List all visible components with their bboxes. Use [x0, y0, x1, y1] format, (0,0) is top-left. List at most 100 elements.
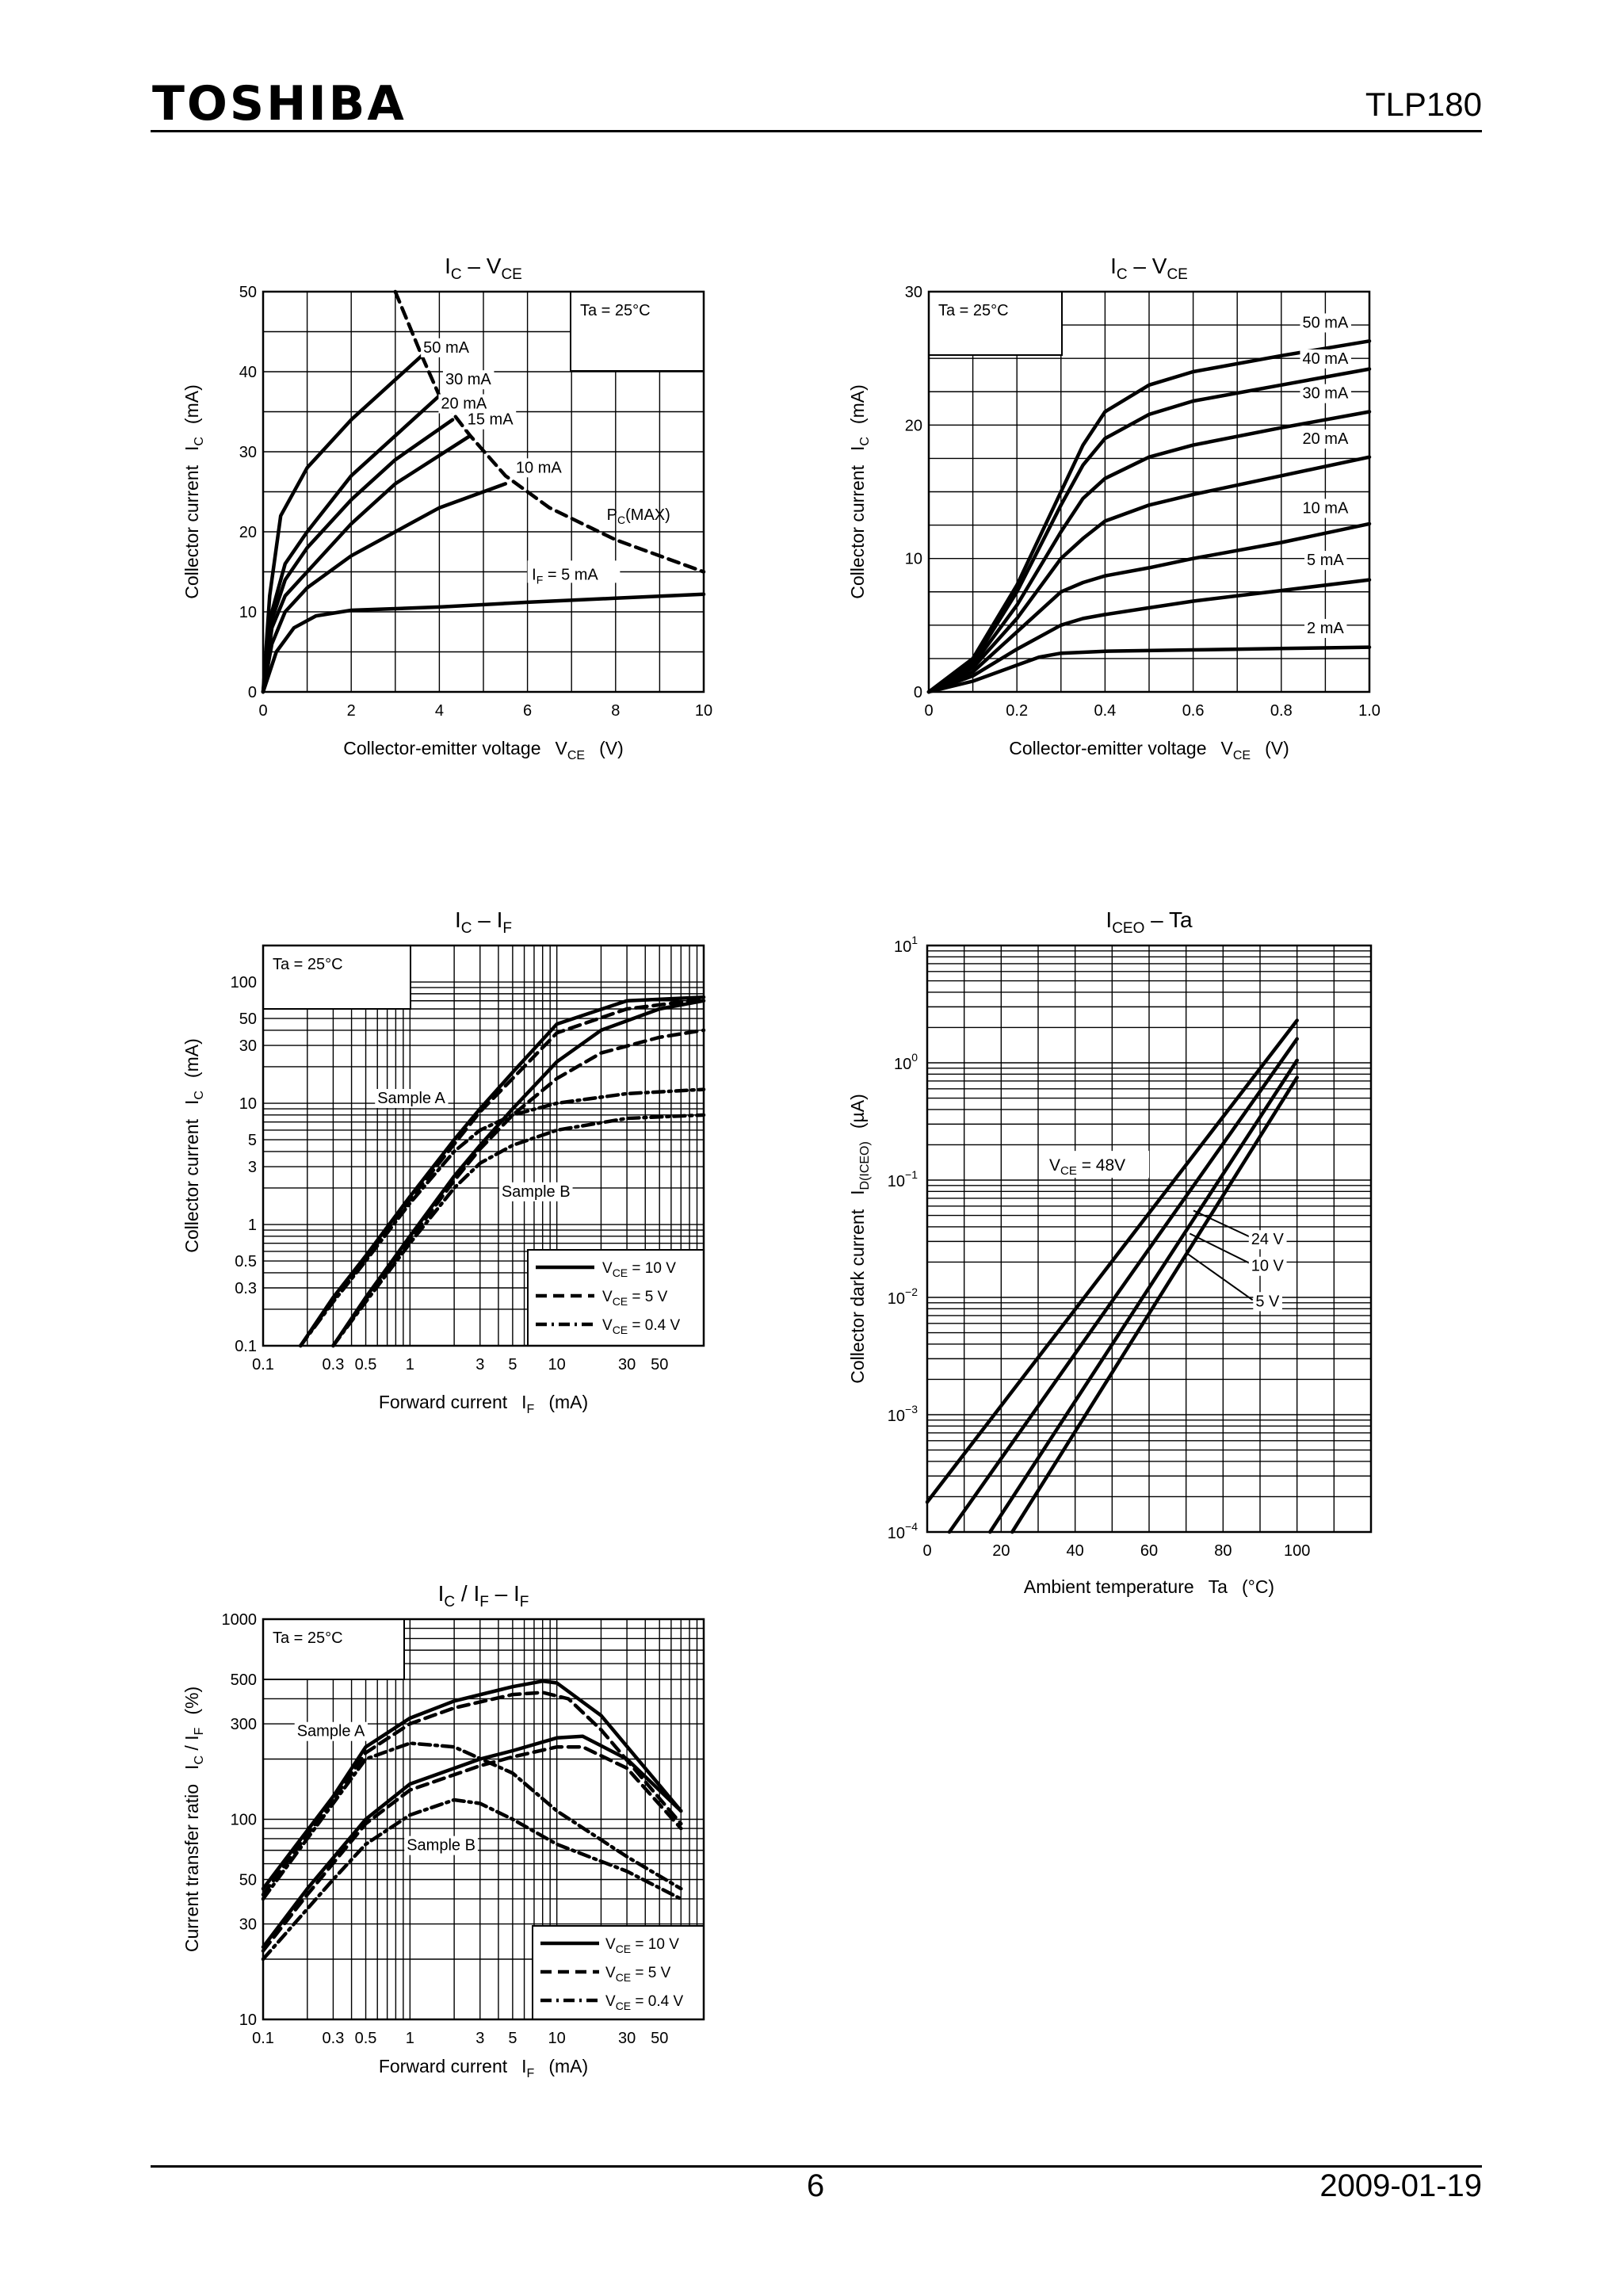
- y-tick-label: 0: [248, 684, 257, 701]
- legend-symbol: V: [605, 1936, 616, 1953]
- legend-symbol: V: [605, 1993, 616, 2010]
- chart-title: ICEO – Ta: [1106, 907, 1193, 937]
- plot-frame: [262, 944, 705, 1347]
- voltage-label: 10 V: [1251, 1258, 1285, 1275]
- series-label: 10 mA: [1302, 499, 1348, 517]
- series-group: [261, 1679, 683, 1962]
- y-tick-label: 30: [239, 1037, 257, 1055]
- x-tick-label: 5: [508, 2030, 517, 2047]
- document-date: 2009-01-19: [1319, 2168, 1482, 2203]
- condition-label: Ta = 25°C: [273, 956, 343, 973]
- data-series-line: [261, 1734, 683, 1949]
- x-tick-label: 0.2: [1006, 702, 1028, 720]
- title-separator: – I: [472, 907, 502, 932]
- y-axis-symbol: I: [181, 1765, 202, 1770]
- y-tick-label: 10−3: [888, 1403, 918, 1425]
- y-tick-label: 50: [239, 1010, 257, 1028]
- x-axis-label-text: Forward current: [379, 2056, 508, 2076]
- chart-title: IC / IF – IF: [438, 1581, 529, 1610]
- y-tick-label: 10: [239, 2011, 257, 2029]
- y-axis-label: Collector current IC (mA): [181, 384, 206, 599]
- y-tick-label: 100: [231, 1812, 257, 1829]
- x-tick-label: 0.5: [355, 2030, 377, 2047]
- data-series-line: [299, 995, 706, 1348]
- y-axis-label-text: Collector dark current: [847, 1209, 868, 1383]
- plot-frame: [262, 290, 705, 693]
- x-axis-symbol: I: [521, 1392, 526, 1412]
- legend-value: = 0.4 V: [628, 1317, 680, 1334]
- y-tick-label: 1: [248, 1217, 257, 1234]
- data-series-line: [926, 521, 1372, 694]
- y-tick-exponent: −3: [905, 1403, 918, 1415]
- data-series-line: [261, 482, 508, 694]
- x-axis-unit: (V): [599, 738, 624, 758]
- series-label: 20 mA: [441, 395, 487, 413]
- y-axis-unit: (%): [181, 1687, 202, 1715]
- y-axis-unit: (mA): [181, 1038, 202, 1078]
- y-axis-subscript: C: [193, 1091, 206, 1100]
- title-subscript: C: [444, 1594, 455, 1610]
- pc-subscript: C: [617, 514, 625, 526]
- y-tick-label: 30: [905, 284, 922, 301]
- data-series-line: [261, 434, 472, 694]
- legend-label: VCE = 0.4 V: [602, 1317, 680, 1336]
- y-tick-label: 50: [239, 284, 257, 301]
- data-series-line: [926, 367, 1372, 694]
- y-tick-label: 10: [239, 604, 257, 621]
- condition-label: Ta = 25°C: [938, 302, 1009, 319]
- x-tick-label: 0: [258, 702, 267, 720]
- data-series-line: [926, 578, 1372, 694]
- legend-subscript: CE: [613, 1295, 628, 1308]
- label-bg: [294, 1721, 368, 1741]
- y-tick-label: 10: [905, 551, 922, 568]
- x-axis-label: Collector-emitter voltage VCE (V): [1009, 738, 1289, 762]
- y-axis-symbol: I: [847, 446, 868, 451]
- y-tick-label: 300: [231, 1716, 257, 1733]
- if-subscript: F: [537, 574, 544, 586]
- plot-frame: [926, 944, 1373, 1534]
- x-tick-label: 3: [475, 2030, 484, 2047]
- pc-max-label: PC(MAX): [607, 506, 670, 526]
- y-axis-label-text: Collector current: [181, 464, 202, 598]
- y-tick-exponent: 1: [911, 934, 918, 946]
- label-bg: [1300, 349, 1351, 369]
- x-tick-label: 30: [618, 1356, 636, 1373]
- title-separator: – Ta: [1144, 907, 1193, 932]
- legend-symbol: V: [602, 1260, 613, 1277]
- label-bg: [513, 458, 565, 478]
- data-series-line: [331, 1028, 706, 1348]
- y-axis-label-text: Collector current: [847, 464, 868, 598]
- x-axis-unit: (V): [1265, 738, 1289, 758]
- title-symbol: I: [445, 254, 451, 278]
- legend-value: = 5 V: [628, 1289, 667, 1305]
- x-axis-label-text: Ambient temperature: [1024, 1576, 1194, 1597]
- plot-frame: [262, 1618, 705, 2021]
- tick-labels: 0.1 0.3 0.5 1 3 5 10 30 50 0.1 0.3 0.5 1 3 5 10 30 50 100: [231, 974, 669, 1373]
- grid: [926, 945, 1372, 1533]
- legend-label: VCE = 5 V: [605, 1965, 671, 1984]
- x-tick-label: 0.4: [1094, 702, 1116, 720]
- label-bg: [421, 338, 472, 357]
- x-axis-label: Collector-emitter voltage VCE (V): [343, 738, 624, 762]
- label-bg: [1300, 313, 1351, 333]
- data-series-line: [261, 1679, 683, 1891]
- y-tick-label: 30: [239, 1916, 257, 1934]
- x-tick-label: 0: [922, 1542, 931, 1560]
- data-series-line: [331, 1113, 706, 1348]
- data-series-line: [261, 1744, 683, 1953]
- data-series-line: [926, 645, 1372, 694]
- data-series-line: [261, 418, 455, 694]
- label-bg: [1248, 1256, 1287, 1276]
- title-subscript: C: [451, 266, 462, 283]
- condition-box: [928, 291, 1063, 356]
- x-axis-label-text: Forward current: [379, 1392, 508, 1412]
- x-tick-label: 0.8: [1270, 702, 1293, 720]
- y-axis-subscript: C: [858, 437, 872, 446]
- x-tick-label: 60: [1140, 1542, 1158, 1560]
- label-bg: [1248, 1230, 1287, 1250]
- y-axis-label-text: Collector current: [181, 1118, 202, 1252]
- y-tick-label: 0.5: [235, 1253, 257, 1270]
- series-label: 50 mA: [1302, 314, 1348, 331]
- x-axis-symbol: V: [556, 738, 568, 758]
